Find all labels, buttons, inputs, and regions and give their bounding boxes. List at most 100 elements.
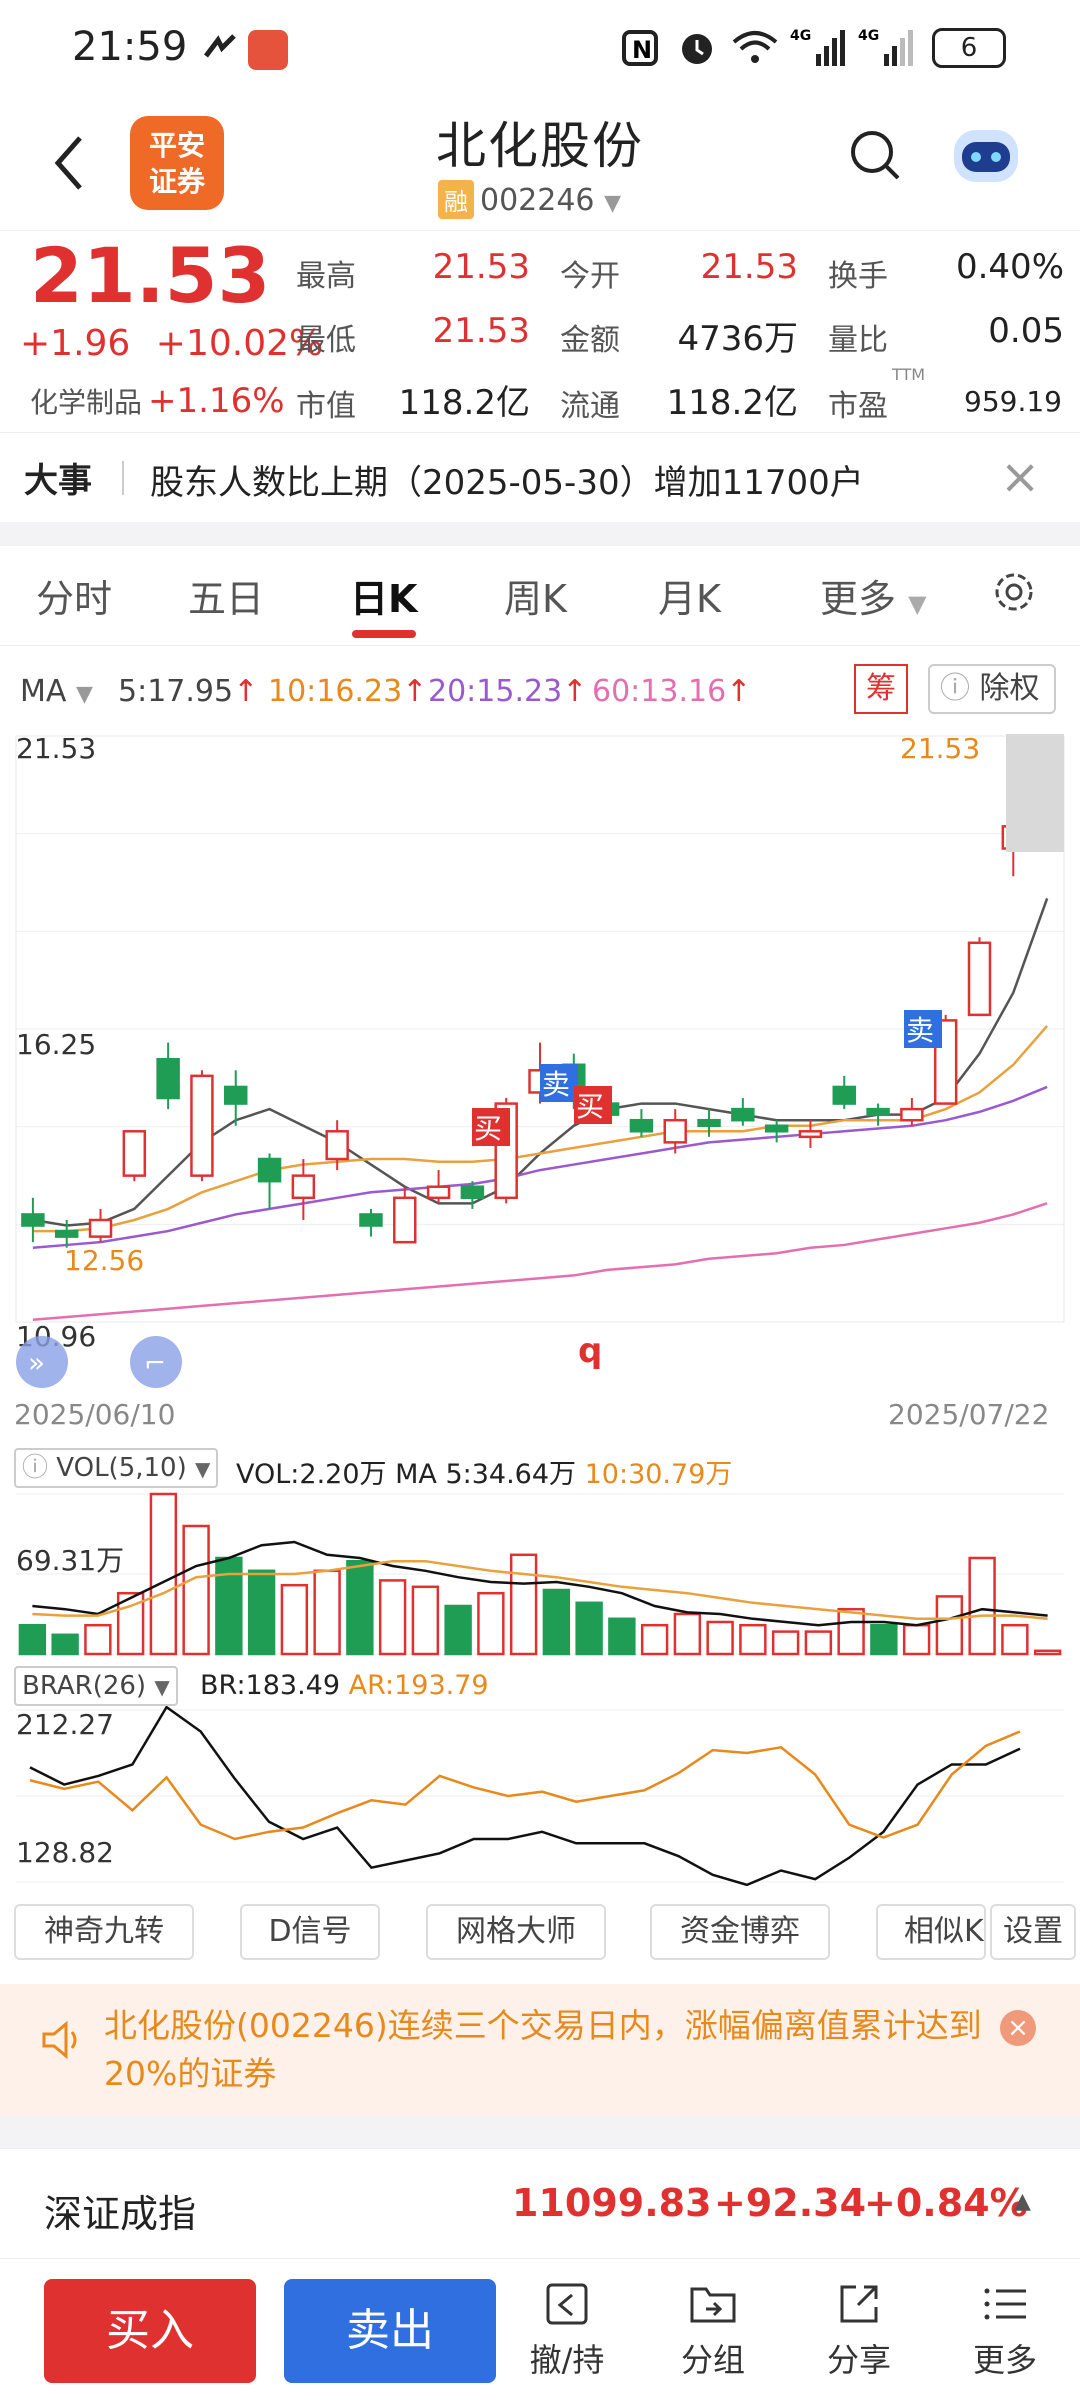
gear-icon[interactable]: [990, 568, 1038, 616]
expand-left-button[interactable]: »: [16, 1336, 68, 1388]
close-icon[interactable]: ×: [1000, 449, 1041, 505]
vol-ma10: 10:30.79万: [584, 1459, 733, 1490]
ma-lines: [32, 898, 1049, 1322]
brar-axis-top: 212.27: [16, 1708, 114, 1741]
volume-ma-lines: [32, 1540, 1048, 1627]
volume-bars: [18, 1492, 1062, 1656]
chevron-up-icon[interactable]: ▲: [1014, 2189, 1031, 2214]
brar-line-br: [29, 1706, 1021, 1886]
chevron-down-icon: ▼: [75, 682, 93, 707]
buy-button[interactable]: 买入: [44, 2279, 256, 2383]
logo-line1: 平安: [148, 129, 205, 162]
fn-capital-game[interactable]: 资金博弈: [650, 1904, 830, 1960]
ma10-text: 10:16.23: [268, 674, 403, 709]
tab-daily-k[interactable]: 日K: [350, 577, 418, 621]
sell-marker-label: 卖: [542, 1068, 570, 1101]
tab-monthly-k[interactable]: 月K: [658, 577, 721, 621]
crosshair-toggle-button[interactable]: ⌐: [130, 1336, 182, 1388]
amount-value: 4736万: [677, 319, 798, 359]
turnover-value: 0.40%: [955, 247, 1064, 287]
candle-body: [832, 1085, 856, 1105]
volume-ratio-label: 量比: [828, 323, 888, 358]
back-button[interactable]: [40, 128, 100, 198]
ma-label: MA: [20, 674, 67, 709]
ma5-text: 5:17.95: [118, 674, 234, 709]
float-cap-value: 118.2亿: [666, 383, 798, 423]
volume-bar: [1033, 1649, 1062, 1656]
news-tag: 大事: [24, 461, 92, 501]
header: 平安 证券 北化股份 融 002246 ▼: [0, 100, 1080, 230]
volume-bar: [215, 1556, 243, 1656]
ma60-text: 60:13.16: [592, 674, 727, 709]
fn-nine-turns[interactable]: 神奇九转: [14, 1904, 194, 1960]
ma10-value: 10:16.23↑: [268, 674, 427, 709]
signal-4g-icon: 4G: [790, 28, 845, 66]
pe-value: 959.19: [964, 385, 1062, 418]
candlestick-chart[interactable]: 21.53 16.25 10.96 21.53 12.56 q 买 卖 买 卖 …: [0, 722, 1080, 1442]
svg-text:»: »: [28, 1346, 45, 1379]
ex-rights-button[interactable]: ⓘ 除权: [928, 664, 1056, 714]
high-label: 最高: [296, 259, 356, 294]
brar-chart[interactable]: 212.27 128.82: [0, 1706, 1080, 1886]
volume-bar: [149, 1492, 178, 1656]
ar-value: AR:193.79: [348, 1670, 489, 1701]
volume-bar: [968, 1556, 996, 1656]
fn-d-signal[interactable]: D信号: [240, 1904, 380, 1960]
arrow-up-icon: ↑: [726, 674, 752, 709]
candle-body: [967, 941, 992, 1017]
brar-indicator-selector[interactable]: BRAR(26) ▼: [14, 1666, 178, 1706]
volume-bar: [444, 1604, 472, 1656]
chevron-down-icon: ▼: [604, 191, 621, 216]
vol-indicator-selector[interactable]: ⓘ VOL(5,10) ▼: [14, 1448, 219, 1488]
fn-similar-k[interactable]: 相似K: [876, 1904, 986, 1960]
x-axis-start-date: 2025/06/10: [14, 1398, 175, 1431]
tab-more[interactable]: 更多 ▼: [820, 568, 927, 623]
share-button[interactable]: 分享: [804, 2279, 914, 2381]
index-name: 深证成指: [44, 2192, 197, 2236]
stock-name: 北化股份: [436, 117, 644, 175]
brar-line-ar: [29, 1730, 1021, 1841]
fn-settings[interactable]: 设置: [990, 1904, 1076, 1960]
news-banner[interactable]: 大事 股东人数比上期（2025-05-30）增加11700户 ×: [0, 432, 1080, 520]
tab-weekly-k[interactable]: 周K: [504, 577, 567, 621]
status-time: 21:59: [72, 24, 188, 70]
volume-bar: [804, 1630, 833, 1656]
float-cap-label: 流通: [560, 389, 620, 424]
volume-bar: [935, 1595, 964, 1656]
svg-text:4G: 4G: [858, 28, 879, 44]
assistant-robot-icon[interactable]: [948, 120, 1024, 192]
alert-banner[interactable]: 北化股份(002246)连续三个交易日内，涨幅偏离值累计达到20%的证券 ×: [0, 1984, 1080, 2116]
buy-marker: 买: [574, 1086, 612, 1124]
group-button[interactable]: 分组: [658, 2279, 768, 2381]
industry-row[interactable]: 化学制品 +1.16%: [30, 381, 285, 421]
tab-five-day[interactable]: 五日: [188, 577, 265, 621]
volume-bar: [477, 1591, 505, 1656]
tab-more-label: 更多: [820, 577, 897, 621]
price-change-row: +1.96 +10.02%: [20, 323, 323, 364]
price-change-pct: +10.02%: [155, 323, 324, 364]
index-ticker[interactable]: 深证成指 11099.83 +92.34 +0.84% ▲: [0, 2148, 1080, 2258]
section-divider: [0, 522, 1080, 546]
ma-selector[interactable]: MA ▼: [20, 674, 93, 709]
cancel-hold-button[interactable]: 撤/持: [512, 2279, 622, 2381]
volume-bar: [542, 1588, 571, 1656]
volume-bar: [509, 1553, 538, 1656]
more-label: 更多: [972, 2341, 1037, 2379]
volume-chart[interactable]: 69.31万: [0, 1490, 1080, 1660]
candle-body: [359, 1213, 383, 1227]
fn-grid-master[interactable]: 网格大师: [426, 1904, 606, 1960]
info-icon: ⓘ: [22, 1453, 49, 1483]
scroll-handle[interactable]: [1006, 734, 1064, 852]
more-button[interactable]: 更多: [950, 2279, 1060, 2381]
candle-body: [257, 1157, 282, 1183]
close-icon[interactable]: ×: [1000, 2010, 1036, 2046]
tab-intraday[interactable]: 分时: [36, 577, 113, 621]
vol-ma5: MA 5:34.64万: [395, 1459, 577, 1490]
chip-distribution-button[interactable]: 筹: [854, 664, 908, 714]
buy-marker-label: 买: [474, 1112, 502, 1145]
search-icon[interactable]: [846, 126, 906, 186]
volume-bar: [706, 1620, 734, 1656]
stock-code-selector[interactable]: 融 002246 ▼: [438, 180, 621, 219]
sell-button[interactable]: 卖出: [284, 2279, 496, 2383]
y-axis-high: 21.53: [16, 732, 96, 765]
